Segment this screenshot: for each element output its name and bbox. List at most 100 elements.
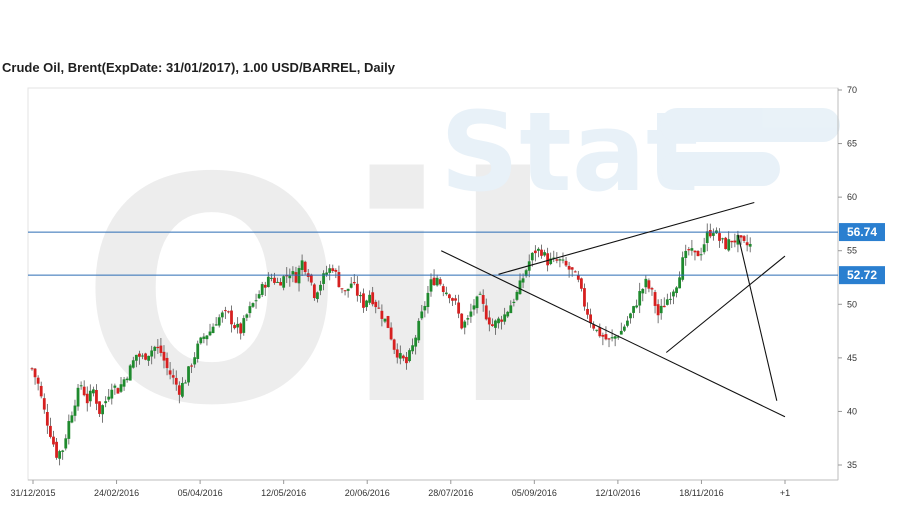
y-tick-label: 50 bbox=[847, 299, 857, 309]
horizontal-levels: 56.74 52.72 bbox=[28, 223, 885, 285]
candle-body bbox=[619, 330, 623, 335]
candle-body bbox=[248, 306, 252, 314]
candle-body bbox=[398, 353, 402, 359]
watermark-bar-2 bbox=[660, 152, 780, 186]
candle-body bbox=[405, 356, 408, 364]
candle-body bbox=[497, 318, 500, 324]
candle-body bbox=[665, 299, 669, 305]
candle-body bbox=[61, 450, 65, 452]
candle-body bbox=[644, 278, 648, 288]
candle-body bbox=[300, 260, 304, 270]
candle-body bbox=[490, 324, 494, 327]
candle-body bbox=[475, 296, 479, 309]
level-label: 52.72 bbox=[847, 268, 877, 282]
candle-body bbox=[104, 401, 108, 404]
candle-body bbox=[622, 326, 626, 331]
candle-body bbox=[543, 252, 546, 256]
candle-body bbox=[180, 382, 184, 397]
candle-body bbox=[708, 230, 712, 237]
candle-body bbox=[481, 295, 485, 304]
candle-body bbox=[165, 357, 169, 369]
candle-body bbox=[39, 385, 43, 397]
candle-body bbox=[748, 243, 752, 247]
candle-body bbox=[573, 271, 577, 273]
candle-body bbox=[478, 293, 482, 295]
candle-body bbox=[420, 311, 424, 319]
watermark: Oil Stat bbox=[80, 88, 840, 474]
trendline-lower-support bbox=[665, 255, 786, 353]
candle-body bbox=[116, 388, 120, 394]
candle-body bbox=[595, 329, 599, 331]
candle-body bbox=[233, 325, 236, 329]
candle-body bbox=[653, 292, 657, 306]
candle-body bbox=[512, 301, 516, 303]
candle-body bbox=[88, 390, 92, 402]
candle-body bbox=[414, 337, 418, 347]
candle-body bbox=[441, 286, 445, 292]
candle-body bbox=[579, 278, 583, 289]
candle-body bbox=[506, 311, 510, 317]
candle-body bbox=[681, 257, 685, 280]
candle-body bbox=[530, 252, 534, 261]
candle-body bbox=[524, 270, 528, 277]
candle-body bbox=[730, 240, 734, 243]
candle-body bbox=[742, 236, 746, 241]
candle-body bbox=[592, 324, 596, 329]
candle-body bbox=[171, 375, 175, 378]
level-badge bbox=[839, 223, 885, 242]
candle-body bbox=[727, 239, 731, 251]
candle-body bbox=[125, 378, 129, 381]
candle-body bbox=[64, 438, 68, 449]
candle-body bbox=[202, 336, 206, 339]
candle-body bbox=[383, 318, 387, 322]
candle-body bbox=[119, 384, 123, 392]
candle-body bbox=[601, 334, 605, 337]
candle-body bbox=[260, 284, 264, 295]
candle-body bbox=[656, 304, 660, 316]
candle-body bbox=[607, 338, 611, 340]
candle-body bbox=[319, 284, 322, 291]
candle-body bbox=[52, 436, 55, 445]
candle-body bbox=[159, 345, 163, 353]
candle-body bbox=[322, 273, 325, 284]
candle-body bbox=[564, 260, 568, 266]
candle-body bbox=[73, 405, 77, 416]
candle-body bbox=[454, 298, 457, 301]
candle-body bbox=[469, 311, 473, 317]
candle-body bbox=[555, 259, 559, 261]
candle-body bbox=[718, 233, 721, 241]
candle-body bbox=[408, 350, 411, 362]
candle-body bbox=[30, 368, 34, 370]
candle-body bbox=[150, 350, 154, 357]
candle-body bbox=[650, 288, 654, 290]
candle-body bbox=[675, 287, 678, 294]
candle-body bbox=[285, 275, 289, 277]
candle-body bbox=[417, 320, 421, 341]
candle-body bbox=[401, 355, 405, 359]
candle-body bbox=[276, 281, 279, 283]
y-tick-label: 35 bbox=[847, 460, 857, 470]
candle-body bbox=[684, 250, 688, 259]
trendline-upper-resistance bbox=[498, 201, 755, 275]
candle-body bbox=[33, 368, 37, 378]
candle-body bbox=[451, 298, 454, 301]
candle-body bbox=[567, 265, 571, 270]
candle-body bbox=[558, 259, 562, 261]
candle-body bbox=[113, 385, 117, 388]
candle-body bbox=[733, 240, 737, 243]
candle-body bbox=[309, 274, 313, 283]
candle-body bbox=[500, 319, 503, 322]
candle-body bbox=[392, 339, 396, 350]
candle-body bbox=[365, 300, 368, 308]
x-tick-label: 18/11/2016 bbox=[679, 488, 723, 498]
candle-body bbox=[199, 337, 203, 344]
candle-body bbox=[49, 425, 52, 437]
watermark-stat-text: Stat bbox=[440, 88, 699, 216]
trendline-descending-line bbox=[440, 250, 786, 418]
candle-body bbox=[629, 313, 632, 319]
candle-body bbox=[435, 277, 439, 286]
candle-body bbox=[273, 277, 276, 283]
candle-body bbox=[45, 411, 49, 426]
candle-body bbox=[101, 405, 104, 415]
candle-body bbox=[282, 276, 286, 288]
